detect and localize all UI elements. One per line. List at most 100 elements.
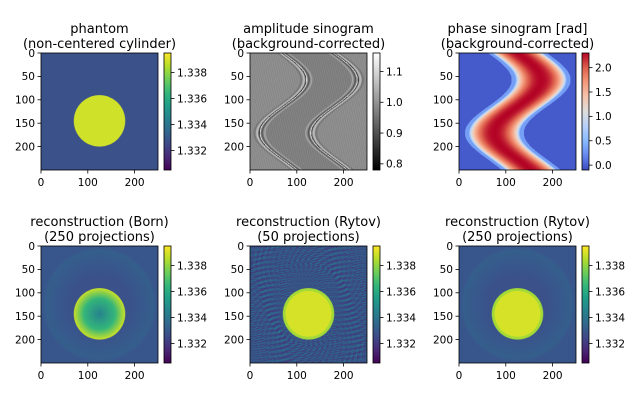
axes-frame-3	[458, 52, 577, 171]
y-tick-label: 150	[15, 118, 35, 130]
axes-frame-4	[40, 245, 159, 364]
y-tick-label: 50	[440, 71, 453, 83]
x-tick-label: 200	[125, 177, 145, 189]
heatmap-image-6	[459, 246, 576, 363]
colorbar-tick-label: 1.332	[386, 338, 416, 350]
heatmap-image-1	[41, 53, 158, 170]
x-tick-label: 100	[496, 370, 516, 382]
x-tick-label: 200	[543, 177, 563, 189]
y-tick-label: 200	[433, 141, 453, 153]
y-tick-label: 150	[15, 311, 35, 323]
panel-title-2-line-1: amplitude sinogram	[243, 22, 374, 37]
panel-title-6-line-1: reconstruction (Rytov)	[445, 215, 590, 230]
colorbar-2	[372, 52, 381, 171]
y-tick-label: 50	[231, 71, 244, 83]
y-tick-label: 150	[224, 311, 244, 323]
y-tick-label: 200	[224, 334, 244, 346]
x-tick-label: 0	[247, 177, 254, 189]
panel-title-4-line-1: reconstruction (Born)	[30, 215, 168, 230]
colorbar-tick-label: 1.1	[386, 66, 403, 78]
colorbar-tick-label: 1.332	[595, 338, 625, 350]
colorbar-tick-label: 2.0	[595, 62, 612, 74]
colorbar-tick-label: 1.336	[595, 286, 625, 298]
colorbar-5	[372, 245, 381, 364]
x-tick-label: 100	[78, 177, 98, 189]
y-tick-label: 200	[15, 334, 35, 346]
colorbar-tick-label: 1.336	[386, 286, 416, 298]
x-tick-label: 100	[287, 177, 307, 189]
colorbar-3	[581, 52, 590, 171]
colorbar-tick-label: 1.334	[177, 312, 207, 324]
y-tick-label: 0	[28, 48, 35, 60]
colorbar-tick-label: 0.8	[386, 159, 403, 171]
colorbar-tick-label: 1.0	[386, 97, 403, 109]
x-tick-label: 100	[78, 370, 98, 382]
y-tick-label: 50	[22, 264, 35, 276]
y-tick-label: 0	[446, 48, 453, 60]
y-tick-label: 100	[224, 288, 244, 300]
heatmap-image-2	[250, 53, 367, 170]
colorbar-6	[581, 245, 590, 364]
panel-title-3-line-2: (background-corrected)	[441, 37, 595, 52]
y-tick-label: 100	[433, 288, 453, 300]
panel-title-1-line-1: phantom	[70, 22, 128, 37]
y-tick-label: 150	[433, 118, 453, 130]
colorbar-tick-label: 1.334	[177, 119, 207, 131]
colorbar-tick-label: 1.338	[177, 260, 207, 272]
x-tick-label: 0	[38, 177, 45, 189]
colorbar-tick-label: 1.0	[595, 111, 612, 123]
x-tick-label: 0	[456, 370, 463, 382]
axes-frame-1	[40, 52, 159, 171]
colorbar-tick-label: 0.0	[595, 160, 612, 172]
y-tick-label: 100	[15, 95, 35, 107]
panel-title-4-line-2: (250 projections)	[44, 230, 155, 245]
colorbar-tick-label: 1.5	[595, 87, 612, 99]
y-tick-label: 0	[28, 241, 35, 253]
colorbar-tick-label: 1.338	[177, 67, 207, 79]
y-tick-label: 100	[224, 95, 244, 107]
y-tick-label: 100	[15, 288, 35, 300]
y-tick-label: 0	[237, 241, 244, 253]
x-tick-label: 100	[287, 370, 307, 382]
axes-frame-6	[458, 245, 577, 364]
colorbar-tick-label: 1.334	[595, 312, 625, 324]
colorbar-tick-label: 0.9	[386, 128, 403, 140]
y-tick-label: 200	[15, 141, 35, 153]
panel-title-5-line-1: reconstruction (Rytov)	[236, 215, 381, 230]
panel-title-1-line-2: (non-centered cylinder)	[23, 37, 176, 52]
y-tick-label: 200	[433, 334, 453, 346]
colorbar-4	[163, 245, 172, 364]
panel-title-5-line-2: (50 projections)	[257, 230, 360, 245]
axes-frame-5	[249, 245, 368, 364]
x-tick-label: 0	[38, 370, 45, 382]
colorbar-tick-label: 0.5	[595, 136, 612, 148]
x-tick-label: 200	[334, 370, 354, 382]
x-tick-label: 200	[125, 370, 145, 382]
y-tick-label: 0	[237, 48, 244, 60]
y-tick-label: 150	[224, 118, 244, 130]
x-tick-label: 0	[247, 370, 254, 382]
colorbar-tick-label: 1.338	[595, 260, 625, 272]
x-tick-label: 200	[543, 370, 563, 382]
panel-title-2-line-2: (background-corrected)	[232, 37, 386, 52]
colorbar-tick-label: 1.332	[177, 338, 207, 350]
x-tick-label: 100	[496, 177, 516, 189]
panel-title-6-line-2: (250 projections)	[462, 230, 573, 245]
y-tick-label: 0	[446, 241, 453, 253]
axes-frame-2	[249, 52, 368, 171]
y-tick-label: 50	[231, 264, 244, 276]
x-tick-label: 0	[456, 177, 463, 189]
y-tick-label: 50	[22, 71, 35, 83]
heatmap-image-3	[459, 53, 576, 170]
colorbar-tick-label: 1.336	[177, 93, 207, 105]
colorbar-tick-label: 1.336	[177, 286, 207, 298]
x-tick-label: 200	[334, 177, 354, 189]
y-tick-label: 50	[440, 264, 453, 276]
y-tick-label: 200	[224, 141, 244, 153]
y-tick-label: 150	[433, 311, 453, 323]
y-tick-label: 100	[433, 95, 453, 107]
colorbar-1	[163, 52, 172, 171]
colorbar-tick-label: 1.338	[386, 260, 416, 272]
colorbar-tick-label: 1.332	[177, 145, 207, 157]
